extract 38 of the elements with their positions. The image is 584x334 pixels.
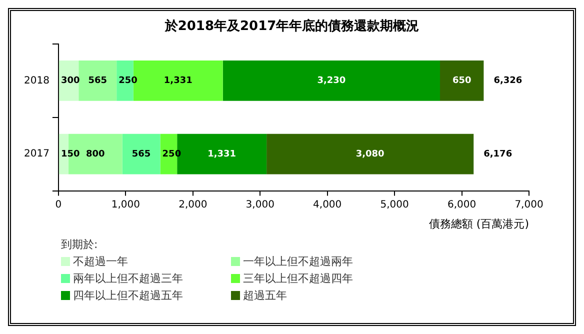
legend-label: 超過五年 bbox=[243, 288, 287, 303]
bar bbox=[222, 60, 440, 101]
legend-label: 四年以上但不超過五年 bbox=[73, 288, 183, 303]
x-tick-label: 2,000 bbox=[178, 199, 208, 210]
total-label: 6,176 bbox=[484, 149, 512, 160]
x-tick-label: 6,000 bbox=[447, 199, 476, 210]
chart-title: 於2018年及2017年年底的債務還款期概況 bbox=[164, 18, 420, 35]
x-axis-title: 債務總額 (百萬港元) bbox=[428, 217, 529, 230]
bar bbox=[122, 134, 160, 174]
legend-label: 三年以上但不超過四年 bbox=[243, 271, 353, 286]
y-tick-label: 2018 bbox=[24, 75, 50, 86]
data-label: 800 bbox=[86, 149, 105, 160]
data-label: 650 bbox=[452, 76, 472, 86]
x-tick-label: 4,000 bbox=[313, 199, 342, 210]
data-label: 300 bbox=[60, 76, 80, 86]
data-label: 3,080 bbox=[356, 149, 384, 160]
data-label: 565 bbox=[88, 76, 108, 86]
legend-label: 一年以上但不超過兩年 bbox=[243, 254, 353, 269]
data-label: 1,331 bbox=[164, 76, 192, 86]
data-label: 565 bbox=[132, 149, 151, 160]
x-tick-label: 7,000 bbox=[514, 199, 544, 210]
x-tick-label: 1,000 bbox=[111, 199, 140, 210]
data-label: 3,230 bbox=[317, 76, 346, 86]
bar bbox=[266, 134, 474, 174]
x-tick-label: 3,000 bbox=[246, 199, 274, 210]
bar bbox=[440, 60, 484, 101]
data-label: 250 bbox=[162, 149, 182, 160]
legend-title: 到期於: bbox=[61, 237, 99, 252]
data-label: 1,331 bbox=[208, 149, 236, 160]
legend-label: 不超過一年 bbox=[73, 254, 128, 269]
data-label: 250 bbox=[118, 76, 138, 86]
x-tick-label: 5,000 bbox=[380, 199, 409, 210]
x-tick-label: 0 bbox=[55, 199, 62, 210]
bar bbox=[78, 60, 117, 101]
legend-label: 兩年以上但不超過三年 bbox=[73, 271, 183, 286]
data-label: 150 bbox=[60, 149, 80, 160]
y-tick-label: 2017 bbox=[24, 148, 50, 160]
total-label: 6,326 bbox=[494, 76, 522, 86]
